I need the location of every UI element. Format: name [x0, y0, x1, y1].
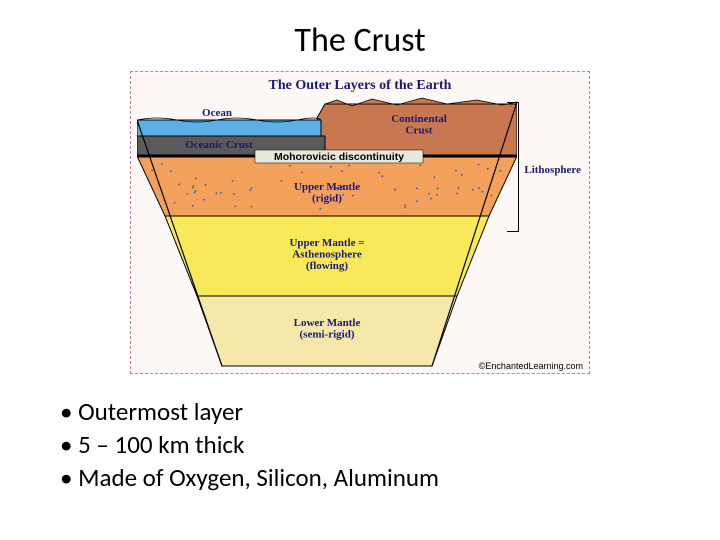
- bullet-item: Made of Oxygen, Silicon, Aluminum: [60, 462, 720, 493]
- svg-text:Lower Mantle(semi-rigid): Lower Mantle(semi-rigid): [294, 317, 361, 341]
- bullet-item: Outermost layer: [60, 396, 720, 427]
- layers-svg: OceanOceanic CrustContinentalCrustMohoro…: [137, 96, 517, 371]
- earth-layers-diagram: The Outer Layers of the Earth Ocean Ocean…: [130, 71, 590, 374]
- svg-text:Oceanic Crust: Oceanic Crust: [185, 139, 253, 151]
- lithosphere-bracket: [507, 102, 519, 232]
- layers-graphic: OceanOceanic CrustContinentalCrustMohoro…: [137, 96, 517, 371]
- lithosphere-label: Lithosphere: [524, 164, 581, 176]
- bullet-item: 5 – 100 km thick: [60, 429, 720, 460]
- svg-text:Mohorovicic discontinuity: Mohorovicic discontinuity: [274, 151, 404, 163]
- diagram-title: The Outer Layers of the Earth: [133, 74, 587, 96]
- svg-text:Ocean: Ocean: [202, 107, 232, 119]
- diagram-copyright: ©EnchantedLearning.com: [479, 361, 583, 371]
- slide-title: The Crust: [0, 0, 720, 61]
- bullet-list: Outermost layer 5 – 100 km thick Made of…: [60, 396, 720, 493]
